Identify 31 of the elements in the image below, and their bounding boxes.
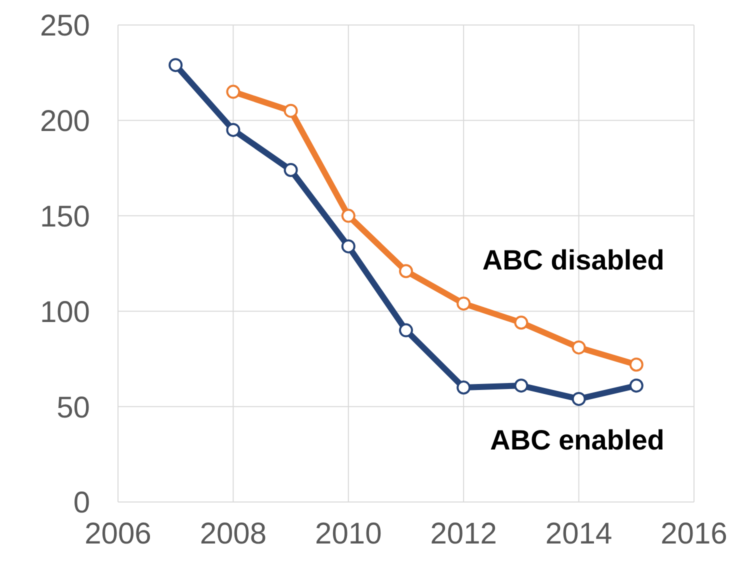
series-label: ABC disabled — [482, 244, 664, 276]
point — [284, 163, 298, 178]
point — [341, 239, 356, 254]
x-tick-label: 2006 — [84, 517, 152, 550]
x-tick-label: 2012 — [430, 517, 497, 550]
series-label: ABC enabled — [490, 424, 664, 456]
point — [629, 378, 644, 393]
x-tick-label: 2010 — [315, 517, 382, 550]
point — [341, 208, 356, 223]
y-tick-label: 50 — [56, 391, 90, 424]
point — [456, 380, 471, 395]
point — [629, 358, 644, 372]
x-tick-label: 2008 — [200, 517, 267, 550]
point — [572, 340, 586, 354]
x-tick-label: 2016 — [660, 517, 728, 550]
y-tick-label: 250 — [40, 10, 90, 43]
point — [456, 296, 471, 311]
point — [399, 323, 413, 338]
point — [226, 84, 240, 99]
y-tick-label: 150 — [40, 200, 90, 234]
x-tick-label: 2014 — [545, 517, 612, 550]
point — [284, 104, 298, 118]
point — [226, 122, 240, 137]
y-tick-label: 0 — [73, 486, 90, 520]
y-tick-label: 100 — [40, 296, 90, 329]
point — [514, 378, 528, 393]
point — [572, 392, 586, 406]
point — [168, 58, 183, 72]
point — [514, 316, 528, 330]
point — [399, 264, 413, 278]
y-tick-label: 200 — [40, 105, 90, 138]
